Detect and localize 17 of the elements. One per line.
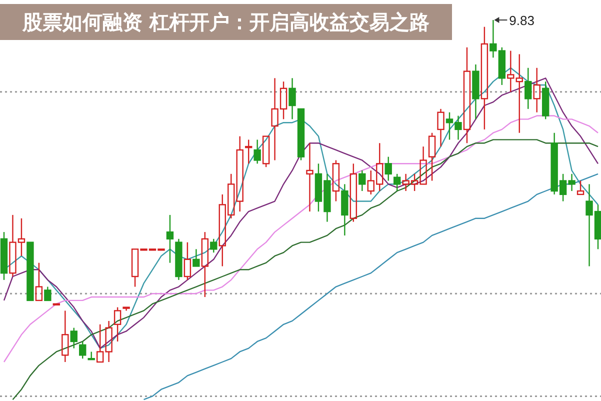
candlestick [507, 50, 514, 92]
candlestick [524, 67, 532, 110]
candlestick [175, 238, 182, 281]
candlestick [463, 46, 471, 144]
chart-title: 股票如何融资 杠杆开户：开启高收益交易之路 [22, 10, 430, 34]
annotation: 9.83 [509, 13, 534, 28]
candlestick [306, 142, 314, 212]
candlestick [472, 64, 480, 120]
candlestick [533, 67, 540, 113]
candlestick [480, 26, 488, 130]
candlestick [236, 136, 244, 212]
candlestick [437, 108, 444, 148]
candlestick [166, 214, 174, 264]
candlestick [254, 139, 261, 164]
candlestick [341, 184, 348, 236]
candlestick [516, 54, 523, 134]
candlestick [288, 78, 296, 120]
